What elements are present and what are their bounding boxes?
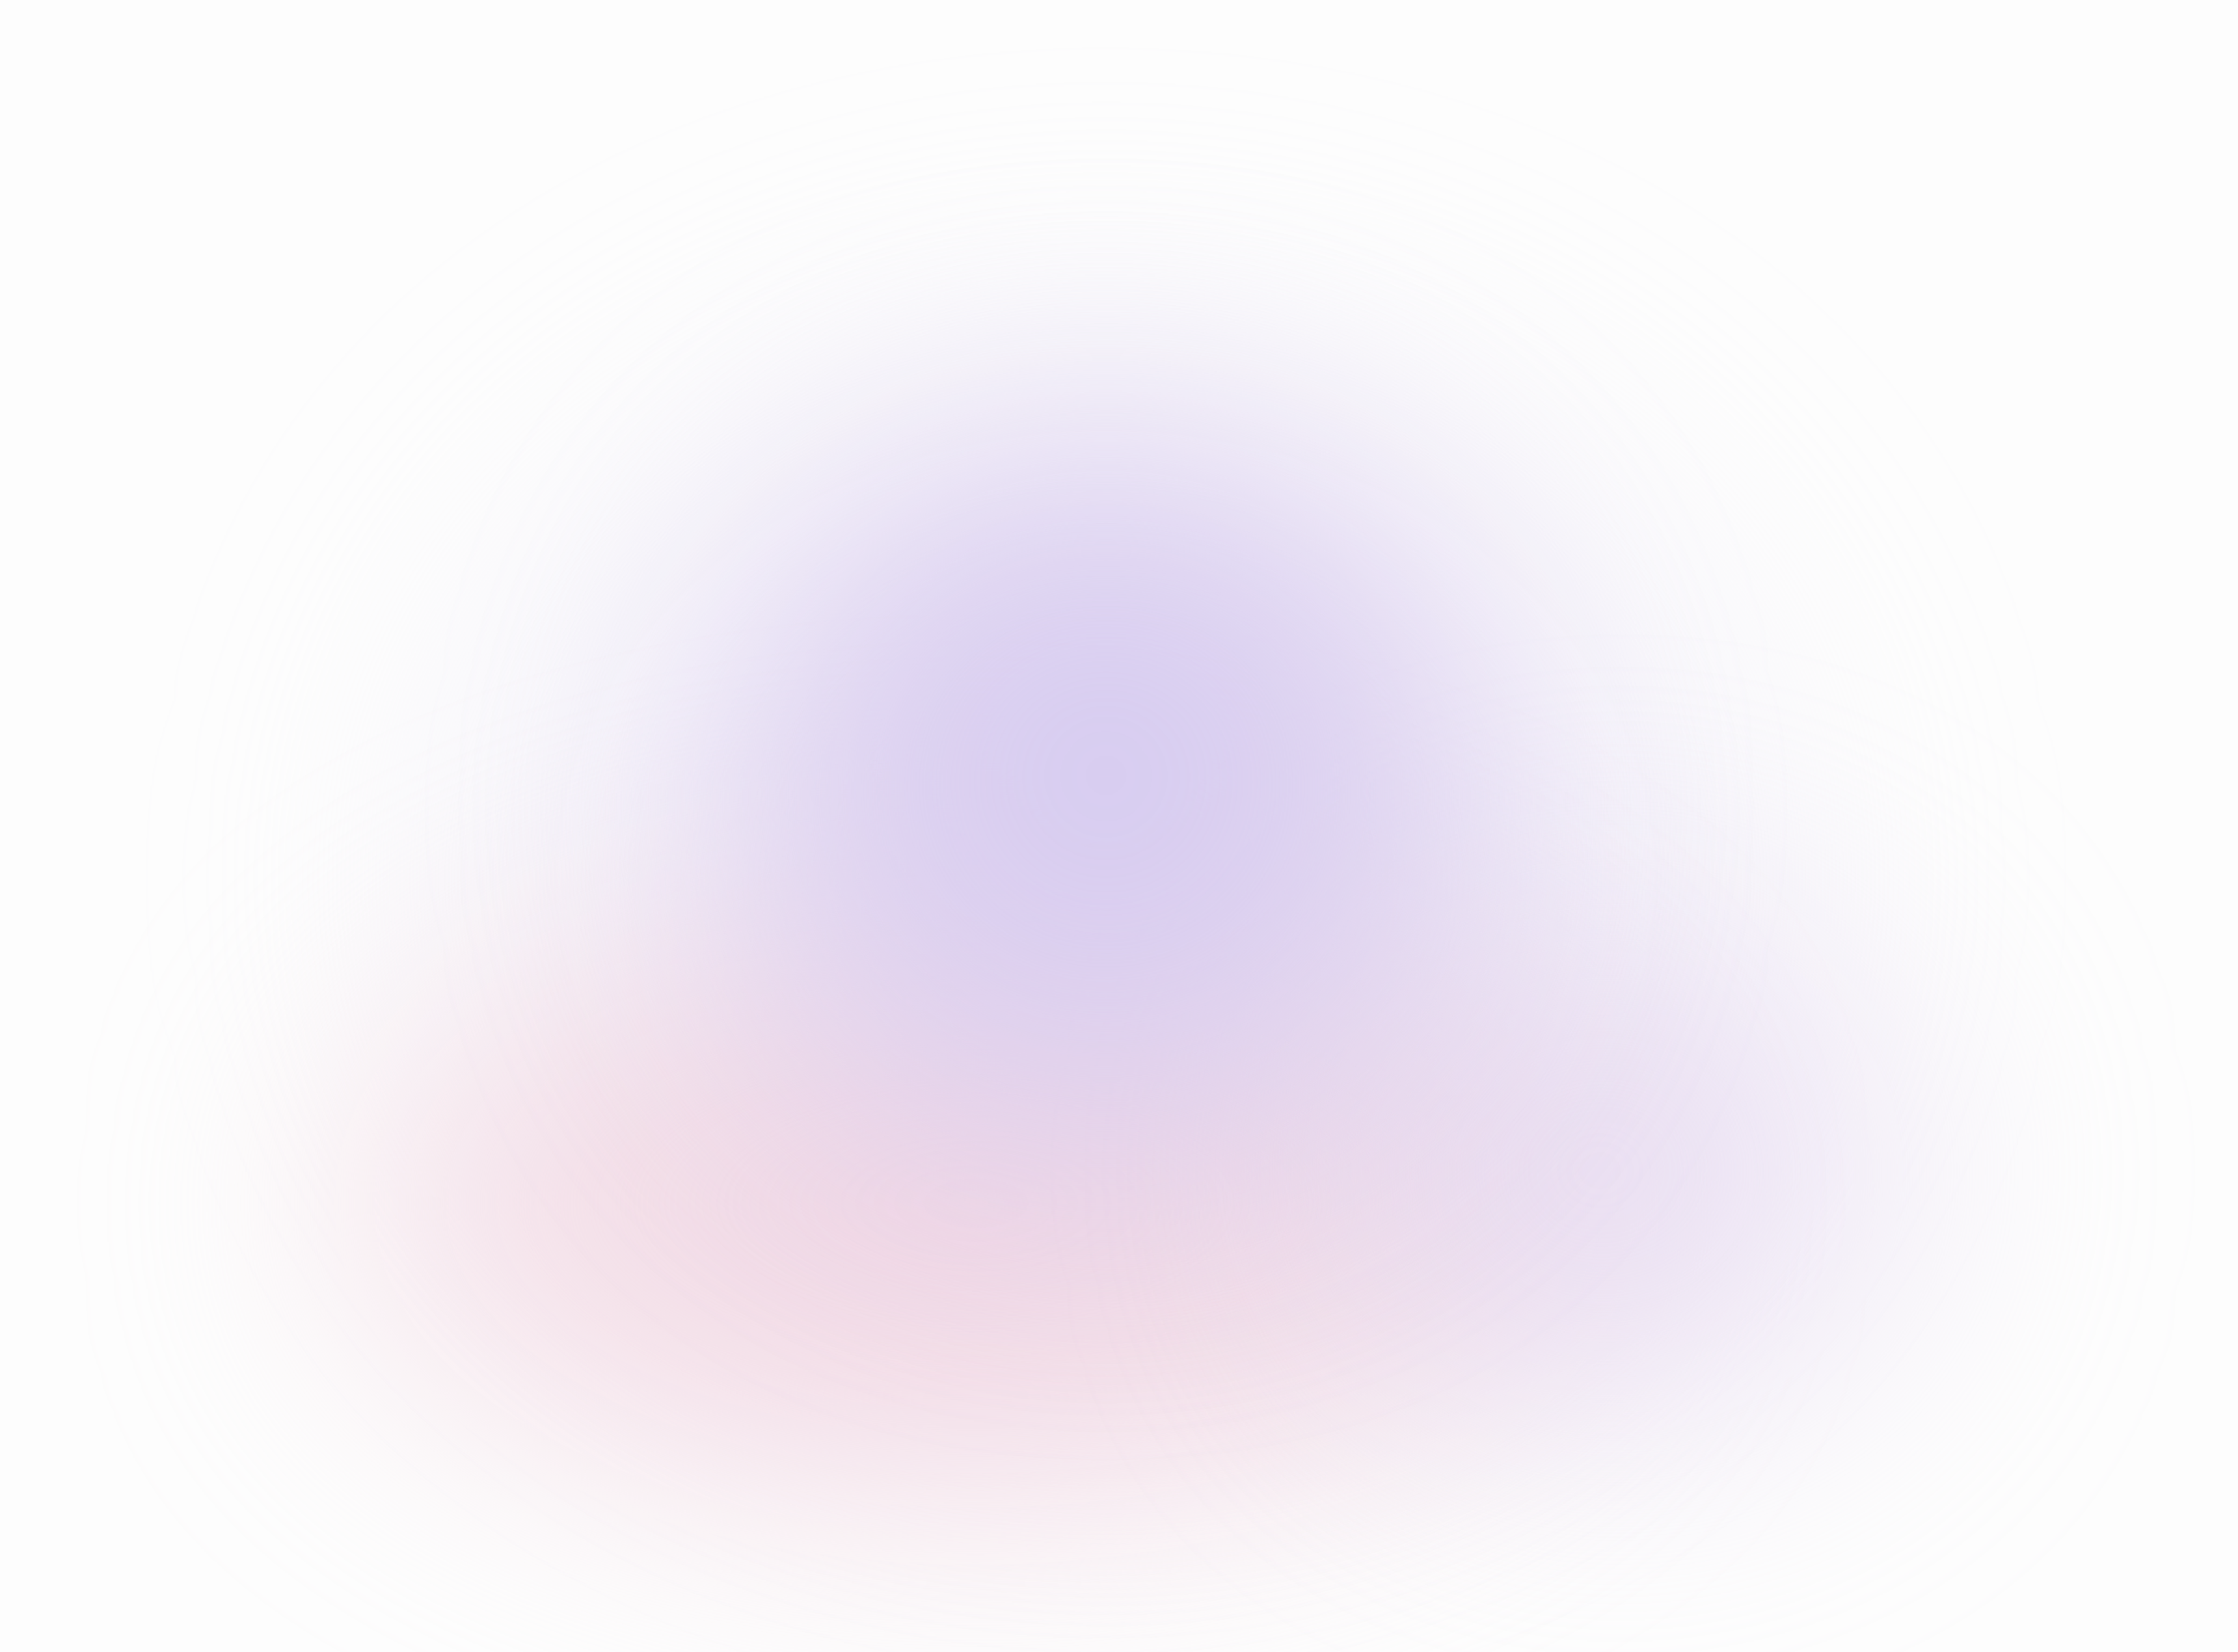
violet-gradient-blob [683,423,1529,1203]
